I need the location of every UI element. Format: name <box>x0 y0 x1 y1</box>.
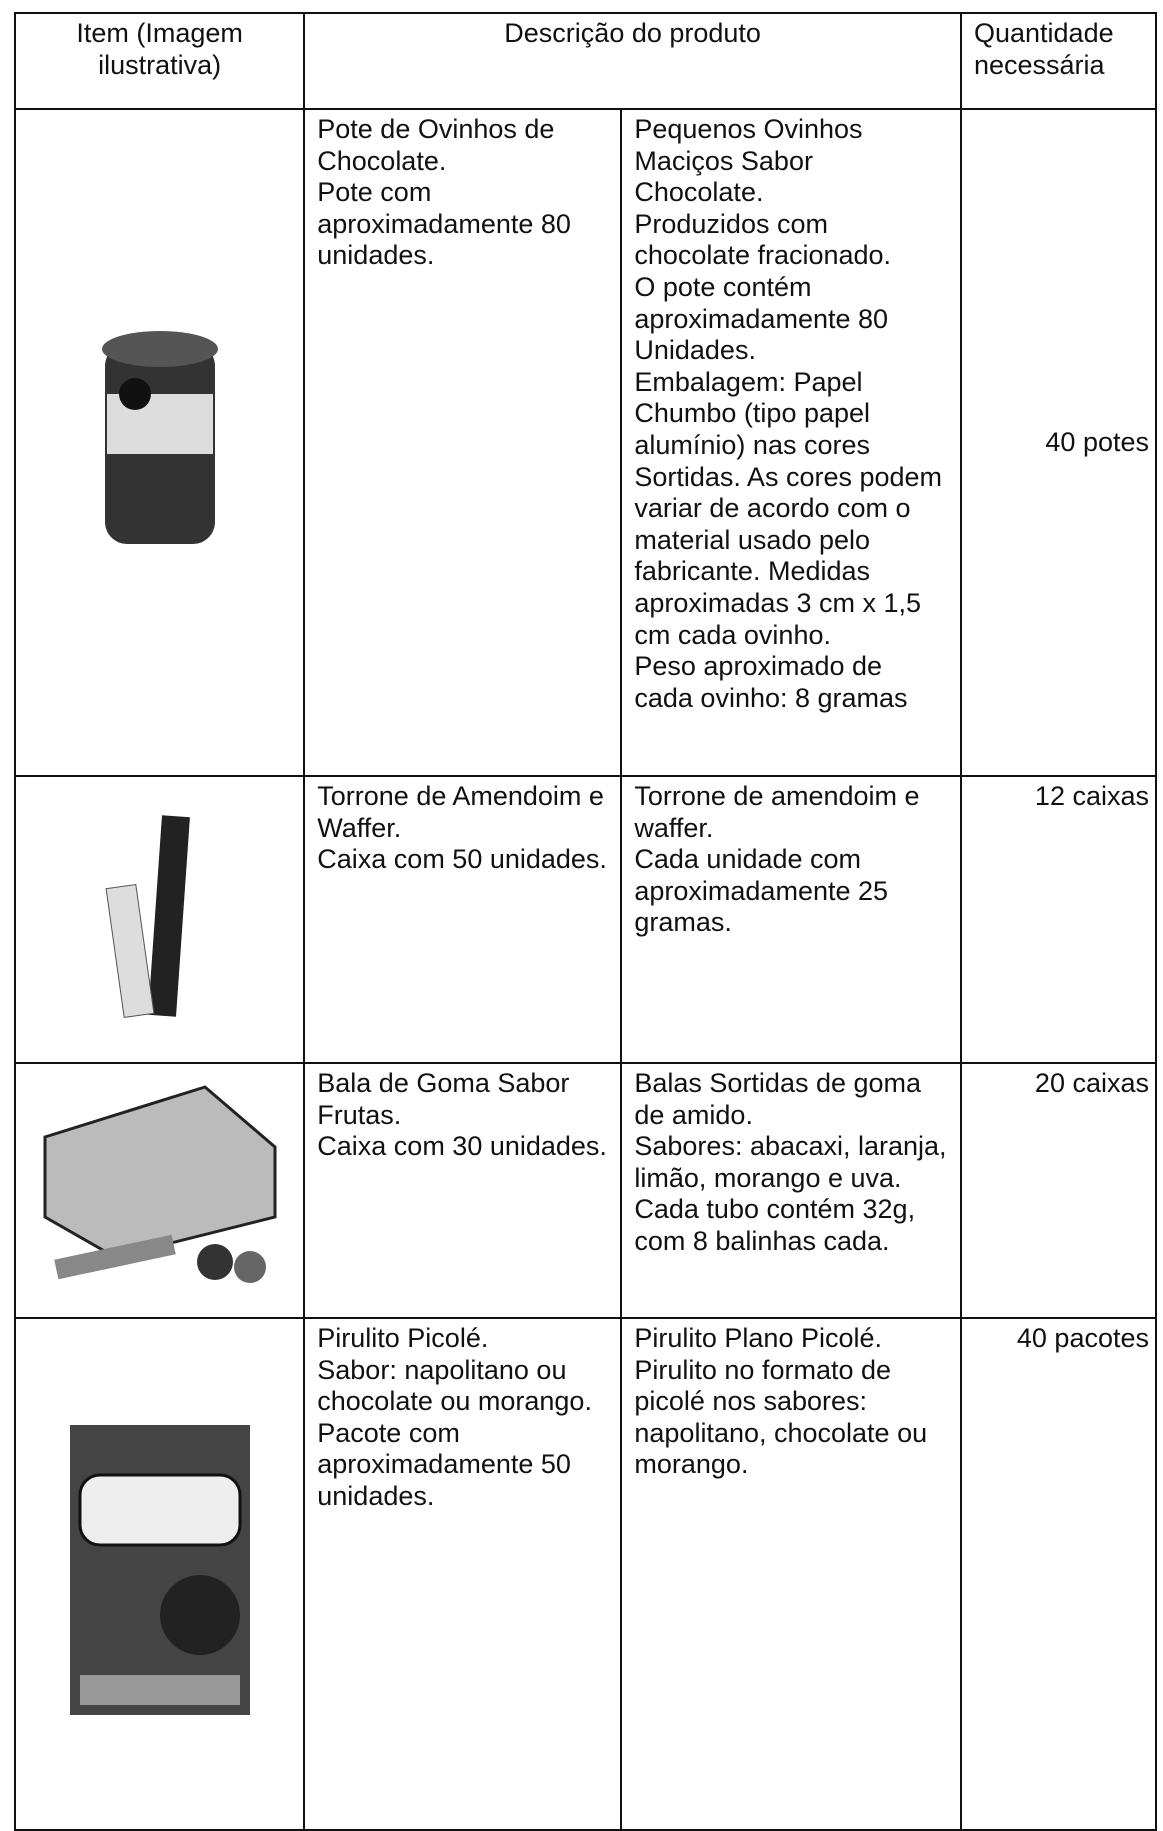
text-line: Sabor: napolitano ou chocolate ou morang… <box>317 1354 592 1417</box>
text-line: Pequenos Ovinhos Maciços Sabor Chocolate… <box>634 114 863 208</box>
image-cell <box>13 108 306 777</box>
name-cell: Torrone de Amendoim e Waffer. Caixa com 5… <box>303 775 623 1064</box>
text-line: Bala de Goma Sabor Frutas. <box>317 1068 570 1130</box>
text-line: Sabores: abacaxi, laranja, limão, morang… <box>634 1131 947 1193</box>
header-cell: Quantidade necessária <box>959 12 1158 110</box>
product-image <box>43 1085 277 1283</box>
text-line: Produzidos com chocolate fracionado. <box>634 208 892 271</box>
text-line: Torrone de Amendoim e Waffer. <box>317 781 604 843</box>
quantity-cell: 12 caixas <box>959 775 1158 1064</box>
text-line: Pirulito Picolé. <box>317 1323 489 1353</box>
description-cell: Balas Sortidas de goma de amido. Sabores:… <box>620 1062 962 1319</box>
product-row: Bala de Goma Sabor Frutas. Caixa com 30 u… <box>13 1062 1158 1319</box>
description-cell: Pequenos Ovinhos Maciços Sabor Chocolate… <box>620 108 962 777</box>
name-cell: Bala de Goma Sabor Frutas. Caixa com 30 u… <box>303 1062 623 1319</box>
name-cell: Pote de Ovinhos de Chocolate. Pote com ap… <box>303 108 623 777</box>
header-row: Item (Imagem ilustrativa) Descrição do p… <box>13 12 1158 110</box>
product-image <box>105 814 190 1018</box>
table-body: Pote de Ovinhos de Chocolate. Pote com ap… <box>13 108 1158 1831</box>
description-cell: Torrone de amendoim e waffer. Cada unidad… <box>620 775 962 1064</box>
image-cell <box>13 775 306 1064</box>
text-line: Pote com aproximadamente 80 unidades. <box>317 177 571 271</box>
text-line: Cada tubo contém 32g, com 8 balinhas cad… <box>634 1194 916 1256</box>
text-line: Caixa com 50 unidades. <box>317 844 607 875</box>
text-line: Pote de Ovinhos de Chocolate. <box>317 114 555 176</box>
header-cell: Descrição do produto <box>303 12 962 110</box>
quantity-cell: 40 pacotes <box>959 1317 1158 1831</box>
text-line: Peso aproximado de cada ovinho: 8 gramas <box>634 651 908 713</box>
text-line: O pote contém aproximadamente 80 Unidade… <box>634 271 889 366</box>
text-line: Torrone de amendoim e waffer. <box>634 781 920 843</box>
product-image <box>69 1425 250 1716</box>
text-line: Pirulito no formato de picolé nos sabore… <box>634 1354 928 1480</box>
text-line: Pirulito Plano Picolé. <box>634 1323 883 1353</box>
text-line: Balas Sortidas de goma de amido. <box>634 1068 922 1130</box>
description-cell: Pirulito Plano Picolé. Pirulito no format… <box>620 1317 962 1831</box>
product-table: Item (Imagem ilustrativa) Descrição do p… <box>13 12 1158 1831</box>
quantity-cell: 20 caixas <box>959 1062 1158 1319</box>
name-cell: Pirulito Picolé. Sabor: napolitano ou cho… <box>303 1317 623 1831</box>
text-line: Pacote com aproximadamente 50 unidades. <box>317 1417 571 1511</box>
text-line: Cada unidade com aproximadamente 25 gram… <box>634 844 889 938</box>
text-line: Caixa com 30 unidades. <box>317 1131 607 1162</box>
image-cell <box>13 1317 306 1831</box>
header-cell: Item (Imagem ilustrativa) <box>13 12 306 110</box>
text-line: Embalagem: Papel Chumbo (tipo papel alum… <box>634 366 943 650</box>
product-row: Pirulito Picolé. Sabor: napolitano ou cho… <box>13 1317 1158 1831</box>
product-row: Pote de Ovinhos de Chocolate. Pote com ap… <box>13 108 1158 777</box>
product-row: Torrone de Amendoim e Waffer. Caixa com 5… <box>13 775 1158 1064</box>
quantity-cell: 40 potes <box>959 108 1158 777</box>
image-cell <box>13 1062 306 1319</box>
product-image <box>101 330 218 544</box>
